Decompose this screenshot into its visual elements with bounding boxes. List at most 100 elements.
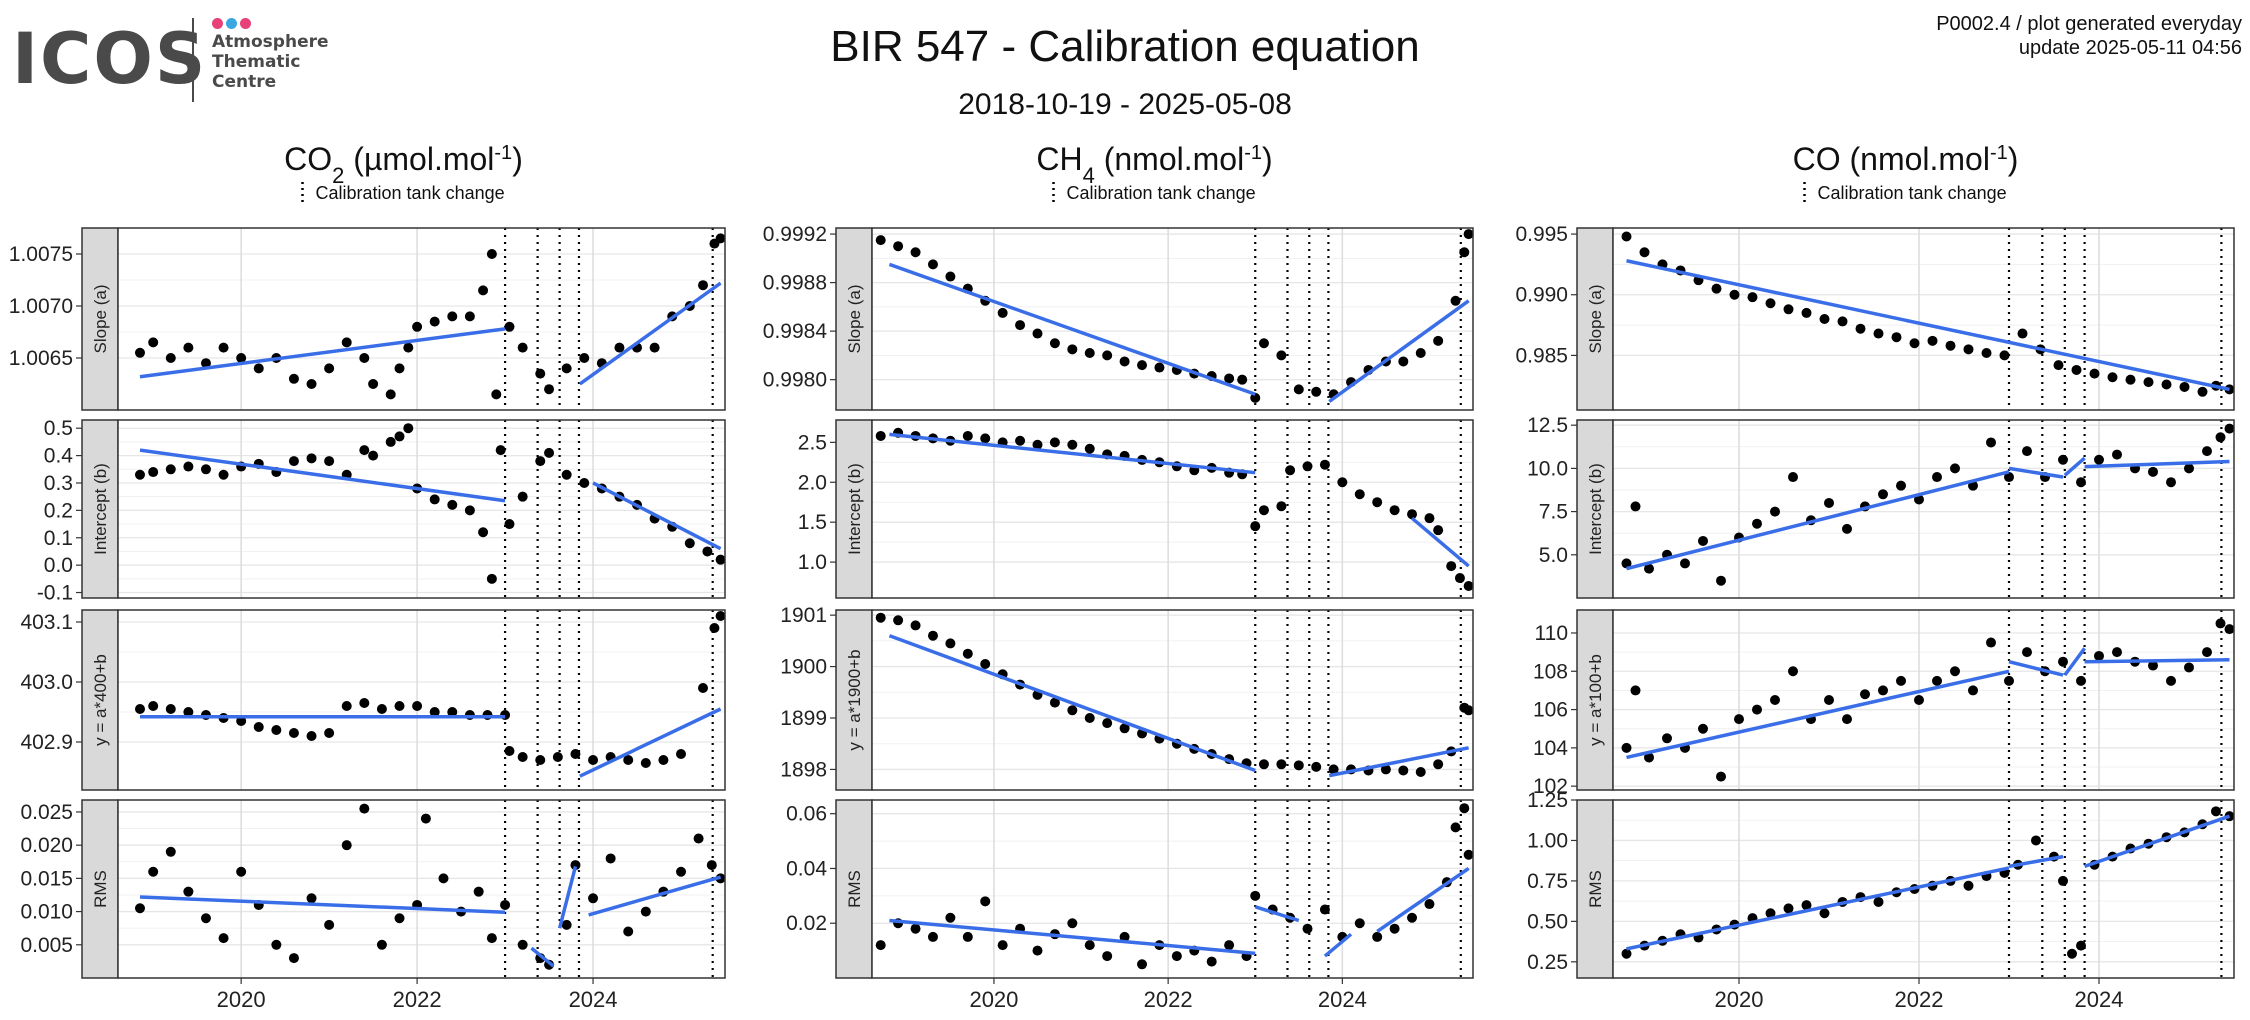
data-point [1084, 713, 1095, 723]
data-point [1986, 437, 1996, 448]
trend-line [139, 448, 506, 503]
generation-info: P0002.4 / plot generated everyday update… [1936, 12, 2242, 60]
plot-background [1613, 800, 2234, 978]
y-tick-label: 0.50 [1527, 910, 1568, 933]
data-point [1450, 822, 1461, 833]
data-point [1137, 959, 1148, 970]
data-point [1067, 344, 1078, 355]
data-point [218, 469, 229, 480]
x-tick-label: 2024 [569, 987, 618, 1012]
data-point [2004, 675, 2014, 686]
data-point [447, 707, 458, 717]
y-tick-label: 1.0075 [9, 243, 73, 266]
y-tick-label: 1.0070 [9, 295, 73, 318]
x-tick-label: 2024 [1318, 987, 1367, 1012]
data-point [2022, 647, 2032, 658]
data-point [2094, 650, 2104, 661]
data-point [403, 423, 414, 434]
trend-line [1254, 905, 1300, 923]
data-point [1783, 903, 1794, 914]
y-tick-label: 12.5 [1527, 414, 1568, 437]
data-point [1621, 742, 1632, 753]
data-point [684, 538, 695, 549]
panel-strip-label: Intercept (b) [845, 463, 864, 555]
data-point [1747, 292, 1758, 303]
data-point [1927, 335, 1938, 346]
data-point [910, 923, 921, 934]
data-point [1224, 940, 1235, 951]
data-point [486, 573, 497, 584]
logo-dot [240, 18, 251, 29]
data-point [570, 749, 581, 759]
data-point [715, 554, 726, 565]
data-point [394, 701, 405, 711]
panel-strip-label: RMS [91, 870, 110, 908]
data-point [535, 368, 546, 379]
trend-line [557, 865, 578, 929]
data-point [394, 913, 405, 924]
data-point [2166, 477, 2176, 488]
data-point [2202, 446, 2212, 457]
data-point [1855, 323, 1866, 334]
data-point [2058, 875, 2068, 886]
data-point [1734, 714, 1744, 725]
data-point [1398, 765, 1409, 776]
gas-name: CO [284, 141, 332, 177]
data-point [1644, 563, 1654, 574]
x-tick-label: 2020 [969, 987, 1018, 1012]
unit-exponent: -1 [494, 142, 512, 164]
y-tick-label: 110 [1535, 622, 1568, 645]
data-point [288, 456, 299, 467]
data-point [2148, 466, 2158, 477]
data-point [1250, 392, 1261, 403]
data-point [1765, 298, 1776, 309]
logo-line: Centre [212, 72, 277, 92]
y-tick-label: 0.020 [20, 834, 73, 857]
data-point [1398, 356, 1409, 367]
data-point [1337, 477, 1348, 488]
panel-intercept: Intercept (b) 5.0 7.5 10.0 12.5 [1527, 414, 2235, 599]
data-point [2184, 662, 2194, 673]
data-point [1119, 356, 1130, 367]
data-point [1842, 714, 1852, 725]
panel-frame [871, 419, 1474, 599]
data-point [552, 752, 563, 762]
data-point [1463, 705, 1474, 716]
panel-strip [81, 609, 119, 791]
data-point [183, 707, 194, 717]
data-point [2071, 364, 2082, 375]
data-point [561, 363, 572, 374]
data-point [1206, 956, 1217, 967]
plot-background [872, 420, 1473, 598]
panel-strip [81, 799, 119, 979]
data-point [183, 886, 194, 897]
data-point [324, 728, 335, 738]
plot-background [1613, 420, 2234, 598]
plot-background [872, 800, 1473, 978]
data-point [1380, 764, 1391, 775]
y-tick-label: 0.9984 [763, 320, 828, 343]
y-tick-label: 1899 [780, 707, 827, 730]
trend-line [889, 918, 1256, 956]
data-point [962, 430, 973, 441]
trend-line [1323, 932, 1353, 958]
data-point [1102, 718, 1113, 729]
data-point [1119, 723, 1130, 734]
data-point [486, 933, 497, 944]
data-point [658, 755, 669, 765]
panel-strip [835, 609, 873, 791]
logo-line: Thematic [212, 52, 301, 72]
data-point [1258, 759, 1269, 770]
data-point [588, 893, 599, 904]
data-point [2166, 675, 2176, 686]
plot-background [118, 228, 725, 410]
data-point [623, 755, 634, 765]
data-point [2022, 446, 2032, 457]
data-point [1770, 506, 1780, 517]
data-point [134, 347, 145, 358]
data-point [1932, 675, 1942, 686]
data-point [676, 866, 687, 877]
y-tick-label: 1901 [780, 604, 827, 627]
data-point [2058, 656, 2068, 667]
data-point [1372, 931, 1383, 942]
